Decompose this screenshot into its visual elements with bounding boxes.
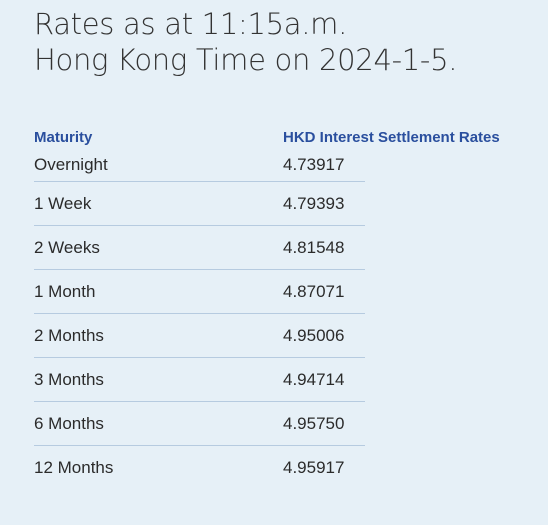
table-row: 6 Months 4.95750 xyxy=(34,402,365,446)
title-line-1: Rates as at 11:15a.m. xyxy=(34,7,348,41)
rate-cell: 4.95917 xyxy=(283,458,345,477)
maturity-cell: 1 Month xyxy=(34,281,96,301)
rate-cell: 4.95006 xyxy=(283,325,345,345)
table-row: 1 Month 4.87071 xyxy=(34,270,365,314)
rate-cell: 4.87071 xyxy=(283,281,345,301)
table-row: 3 Months 4.94714 xyxy=(34,358,365,402)
maturity-cell: Overnight xyxy=(34,154,108,174)
rate-cell: 4.94714 xyxy=(283,369,345,389)
rate-cell: 4.73917 xyxy=(283,154,345,174)
rate-cell: 4.81548 xyxy=(283,237,345,257)
rate-cell: 4.95750 xyxy=(283,413,345,433)
table-row: 2 Weeks 4.81548 xyxy=(34,226,365,270)
maturity-cell: 6 Months xyxy=(34,413,104,433)
maturity-cell: 3 Months xyxy=(34,369,104,389)
table-row: Overnight 4.73917 xyxy=(34,148,365,182)
maturity-cell: 1 Week xyxy=(34,193,92,213)
table-row: 1 Week 4.79393 xyxy=(34,182,365,226)
maturity-cell: 2 Weeks xyxy=(34,237,100,257)
title-line-2: Hong Kong Time on 2024-1-5. xyxy=(34,43,458,77)
maturity-cell: 12 Months xyxy=(34,458,114,477)
table-row: 12 Months 4.95917 xyxy=(34,446,365,490)
column-header-maturity: Maturity xyxy=(34,128,93,146)
column-header-rate: HKD Interest Settlement Rates xyxy=(283,128,500,146)
page-title: Rates as at 11:15a.m. Hong Kong Time on … xyxy=(34,6,534,78)
table-header-row: Maturity HKD Interest Settlement Rates xyxy=(34,126,534,148)
rate-cell: 4.79393 xyxy=(283,193,345,213)
maturity-cell: 2 Months xyxy=(34,325,104,345)
rates-panel: Rates as at 11:15a.m. Hong Kong Time on … xyxy=(34,6,534,477)
table-row: 2 Months 4.95006 xyxy=(34,314,365,358)
rates-table: Maturity HKD Interest Settlement Rates O… xyxy=(34,126,534,490)
